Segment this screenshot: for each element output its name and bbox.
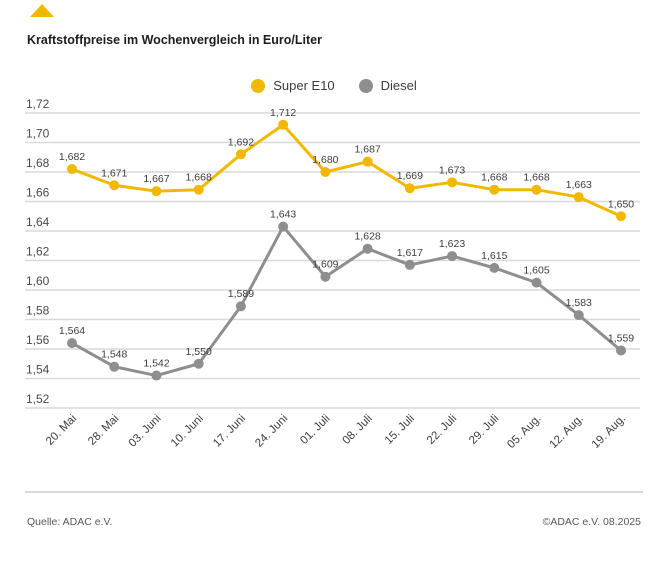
- data-point-super-e10: [278, 119, 289, 130]
- data-point-label-super-e10: 1,663: [566, 179, 592, 191]
- data-point-label-super-e10: 1,680: [312, 154, 338, 166]
- data-point-label-diesel: 1,643: [270, 209, 296, 221]
- data-point-label-diesel: 1,609: [312, 259, 338, 271]
- data-point-label-super-e10: 1,673: [439, 164, 465, 176]
- data-point-label-diesel: 1,605: [523, 265, 549, 277]
- data-point-label-diesel: 1,564: [59, 325, 85, 337]
- data-point-diesel: [531, 277, 542, 288]
- data-point-label-diesel: 1,550: [186, 346, 212, 358]
- x-tick-label: 29. Juli: [467, 413, 501, 447]
- page-title: Kraftstoffpreise im Wochenvergleich in E…: [27, 33, 322, 47]
- data-point-label-super-e10: 1,671: [101, 167, 127, 179]
- x-tick-label: 10. Juni: [169, 413, 206, 450]
- legend-item-super-e10: Super E10: [251, 78, 335, 93]
- x-tick-label: 03. Juni: [127, 413, 164, 450]
- y-tick-label: 1,68: [26, 156, 50, 170]
- data-point-diesel: [193, 358, 204, 369]
- data-point-super-e10: [362, 156, 373, 167]
- data-point-label-diesel: 1,548: [101, 349, 127, 361]
- data-point-super-e10: [616, 211, 626, 222]
- data-point-super-e10: [573, 192, 584, 203]
- data-point-diesel: [616, 345, 626, 356]
- super-e10-dot-icon: [251, 78, 266, 93]
- x-tick-label: 17. Juni: [211, 413, 248, 450]
- data-point-super-e10: [531, 184, 542, 195]
- y-tick-label: 1,64: [26, 215, 50, 229]
- data-point-diesel: [573, 310, 584, 321]
- y-tick-label: 1,54: [26, 363, 50, 377]
- copyright-note: ©ADAC e.V. 08.2025: [542, 516, 641, 528]
- series-line-super-e10: [70, 123, 623, 218]
- x-tick-label: 15. Juli: [383, 413, 417, 447]
- data-point-label-super-e10: 1,687: [354, 144, 380, 156]
- data-point-diesel: [320, 271, 331, 282]
- data-point-diesel: [109, 361, 120, 372]
- data-point-super-e10: [193, 184, 204, 195]
- data-point-label-diesel: 1,559: [608, 332, 634, 344]
- data-point-diesel: [151, 370, 162, 381]
- data-point-super-e10: [109, 180, 120, 191]
- series-line-diesel: [70, 225, 623, 378]
- data-point-label-super-e10: 1,668: [481, 172, 507, 184]
- y-tick-label: 1,58: [26, 304, 50, 318]
- data-point-diesel: [67, 338, 77, 349]
- data-point-label-super-e10: 1,692: [228, 136, 254, 148]
- data-point-diesel: [404, 259, 415, 270]
- y-tick-label: 1,56: [26, 333, 50, 347]
- data-point-label-diesel: 1,589: [228, 288, 254, 300]
- data-point-super-e10: [320, 167, 331, 177]
- legend-item-diesel: Diesel: [358, 78, 417, 93]
- corner-triangle-icon: [30, 4, 54, 17]
- data-point-super-e10: [489, 184, 500, 195]
- data-point-diesel: [235, 301, 246, 312]
- source-note: Quelle: ADAC e.V.: [27, 516, 113, 528]
- x-tick-label: 05. Aug.: [505, 413, 543, 451]
- y-tick-label: 1,60: [26, 274, 50, 288]
- data-point-super-e10: [404, 183, 415, 194]
- legend-label-diesel: Diesel: [380, 78, 417, 93]
- x-tick-label: 01. Juli: [298, 413, 332, 447]
- data-point-label-diesel: 1,615: [481, 250, 507, 262]
- data-point-label-diesel: 1,617: [397, 247, 423, 259]
- data-point-super-e10: [67, 164, 77, 175]
- data-point-label-super-e10: 1,682: [59, 151, 85, 163]
- data-point-diesel: [278, 221, 289, 232]
- data-point-label-super-e10: 1,669: [397, 170, 423, 182]
- data-point-super-e10: [151, 186, 162, 197]
- data-point-label-super-e10: 1,712: [270, 107, 296, 119]
- footer-divider: [25, 491, 643, 493]
- x-tick-label: 24. Juni: [253, 413, 290, 450]
- x-tick-label: 28. Mai: [86, 413, 121, 448]
- x-tick-label: 22. Juli: [425, 413, 459, 447]
- data-point-diesel: [447, 251, 458, 262]
- chart-legend: Super E10 Diesel: [0, 78, 668, 93]
- data-point-label-super-e10: 1,650: [608, 198, 634, 210]
- data-point-label-diesel: 1,583: [566, 297, 592, 309]
- y-tick-label: 1,62: [26, 245, 50, 259]
- data-point-diesel: [489, 262, 500, 273]
- y-tick-label: 1,72: [26, 97, 50, 111]
- x-tick-label: 20. Mai: [44, 413, 79, 448]
- data-point-label-super-e10: 1,668: [186, 172, 212, 184]
- y-tick-label: 1,70: [26, 127, 50, 141]
- data-point-label-super-e10: 1,667: [143, 173, 169, 185]
- data-point-label-super-e10: 1,668: [523, 172, 549, 184]
- x-tick-label: 19. Aug.: [590, 413, 628, 451]
- data-point-label-diesel: 1,628: [354, 231, 380, 243]
- diesel-dot-icon: [358, 78, 373, 93]
- data-point-super-e10: [447, 177, 458, 188]
- y-tick-label: 1,66: [26, 186, 50, 200]
- data-point-super-e10: [235, 149, 246, 160]
- x-tick-label: 12. Aug.: [548, 413, 586, 451]
- y-tick-label: 1,52: [26, 392, 50, 406]
- x-tick-label: 08. Juli: [340, 413, 374, 447]
- data-point-label-diesel: 1,623: [439, 238, 465, 250]
- legend-label-super-e10: Super E10: [273, 78, 335, 93]
- data-point-label-diesel: 1,542: [143, 358, 169, 370]
- data-point-diesel: [362, 243, 373, 254]
